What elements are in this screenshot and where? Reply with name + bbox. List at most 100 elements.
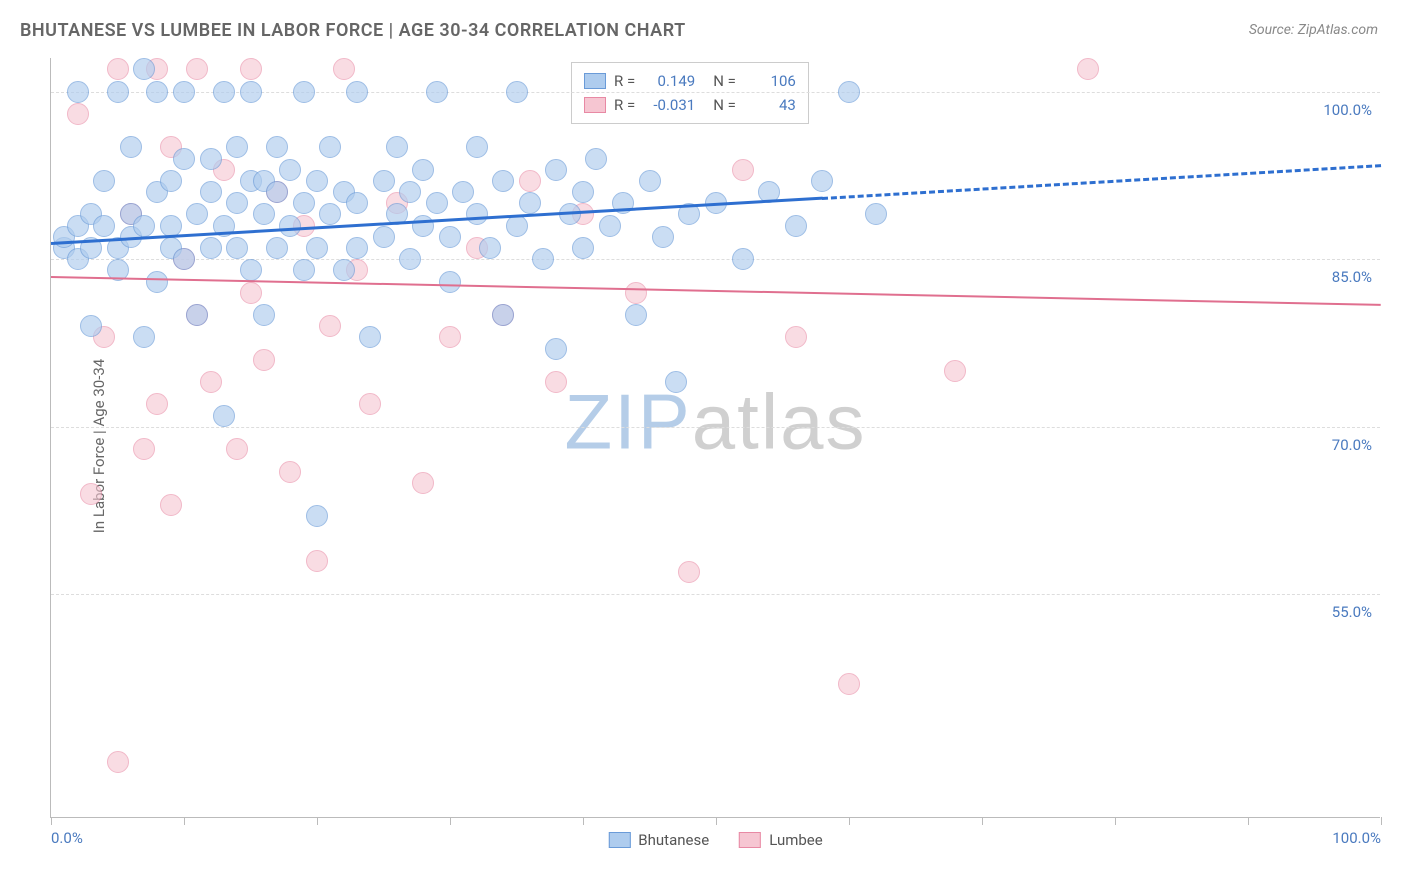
y-tick-label: 55.0% (1332, 603, 1372, 621)
lumbee-point (785, 326, 807, 348)
y-tick-label: 85.0% (1332, 268, 1372, 286)
lumbee-point (412, 472, 434, 494)
x-tick (982, 817, 983, 825)
bhutanese-point (266, 237, 288, 259)
legend-item: Lumbee (739, 831, 823, 849)
watermark: ZIPatlas (564, 377, 866, 468)
bhutanese-point (319, 203, 341, 225)
bhutanese-point (426, 81, 448, 103)
bhutanese-point (373, 170, 395, 192)
r-value: 0.149 (643, 69, 695, 93)
lumbee-point (146, 393, 168, 415)
bhutanese-point (865, 203, 887, 225)
bhutanese-point (439, 271, 461, 293)
legend-swatch (608, 832, 630, 848)
bhutanese-point (479, 237, 501, 259)
bhutanese-point (426, 192, 448, 214)
bhutanese-point (93, 215, 115, 237)
y-tick-label: 70.0% (1332, 436, 1372, 454)
lumbee-point (519, 170, 541, 192)
lumbee-point (279, 461, 301, 483)
r-label: R = (614, 93, 635, 117)
bhutanese-point (399, 181, 421, 203)
lumbee-point (732, 159, 754, 181)
bhutanese-point (226, 192, 248, 214)
lumbee-point (200, 371, 222, 393)
x-tick-label: 0.0% (51, 829, 83, 847)
bhutanese-point (452, 181, 474, 203)
lumbee-point (678, 561, 700, 583)
bhutanese-point (466, 203, 488, 225)
bhutanese-point (173, 81, 195, 103)
lumbee-point (1077, 58, 1099, 80)
bhutanese-point (279, 215, 301, 237)
bhutanese-point (173, 148, 195, 170)
bhutanese-point (146, 271, 168, 293)
bhutanese-point (200, 237, 222, 259)
bhutanese-point (399, 248, 421, 270)
bhutanese-point (585, 148, 607, 170)
bhutanese-point (226, 136, 248, 158)
bhutanese-point (173, 248, 195, 270)
bhutanese-point (266, 181, 288, 203)
lumbee-point (80, 483, 102, 505)
bhutanese-point (306, 170, 328, 192)
lumbee-point (240, 58, 262, 80)
bhutanese-point (652, 226, 674, 248)
lumbee-point (359, 393, 381, 415)
bhutanese-point (838, 81, 860, 103)
lumbee-point (160, 494, 182, 516)
legend-item: Bhutanese (608, 831, 709, 849)
lumbee-point (240, 282, 262, 304)
lumbee-point (625, 282, 647, 304)
bhutanese-point (226, 237, 248, 259)
bhutanese-point (80, 315, 102, 337)
r-label: R = (614, 69, 635, 93)
n-value: 106 (744, 69, 796, 93)
bhutanese-point (665, 371, 687, 393)
legend-swatch (584, 97, 606, 113)
bhutanese-point (107, 81, 129, 103)
bhutanese-point (346, 192, 368, 214)
bhutanese-point (319, 136, 341, 158)
chart-title: BHUTANESE VS LUMBEE IN LABOR FORCE | AGE… (20, 20, 686, 41)
lumbee-point (186, 58, 208, 80)
x-tick (1381, 817, 1382, 825)
bhutanese-point (506, 81, 528, 103)
bhutanese-point (306, 505, 328, 527)
legend-swatch (739, 832, 761, 848)
stats-legend: R =0.149N =106R =-0.031N =43 (571, 62, 809, 124)
lumbee-point (107, 58, 129, 80)
bhutanese-point (572, 181, 594, 203)
bhutanese-point (625, 304, 647, 326)
bhutanese-point (545, 338, 567, 360)
gridline (51, 594, 1380, 595)
watermark-atlas: atlas (692, 378, 867, 466)
x-tick (51, 817, 52, 825)
bhutanese-point (279, 159, 301, 181)
bhutanese-point (639, 170, 661, 192)
bhutanese-point (572, 237, 594, 259)
bhutanese-point (200, 181, 222, 203)
bhutanese-point (213, 405, 235, 427)
bhutanese-point (133, 326, 155, 348)
bhutanese-point (240, 81, 262, 103)
bhutanese-point (386, 136, 408, 158)
x-tick (1115, 817, 1116, 825)
lumbee-point (67, 103, 89, 125)
bhutanese-point (439, 226, 461, 248)
bhutanese-point (293, 259, 315, 281)
bhutanese-point (785, 215, 807, 237)
bhutanese-point (346, 237, 368, 259)
x-tick (317, 817, 318, 825)
bhutanese-point (266, 136, 288, 158)
n-label: N = (713, 69, 736, 93)
lumbee-point (253, 349, 275, 371)
plot-area: ZIPatlas R =0.149N =106R =-0.031N =43 Bh… (50, 58, 1380, 818)
x-tick-label: 100.0% (1332, 829, 1381, 847)
x-tick (849, 817, 850, 825)
bhutanese-point (373, 226, 395, 248)
x-tick (716, 817, 717, 825)
lumbee-point (545, 371, 567, 393)
bhutanese-point (93, 170, 115, 192)
